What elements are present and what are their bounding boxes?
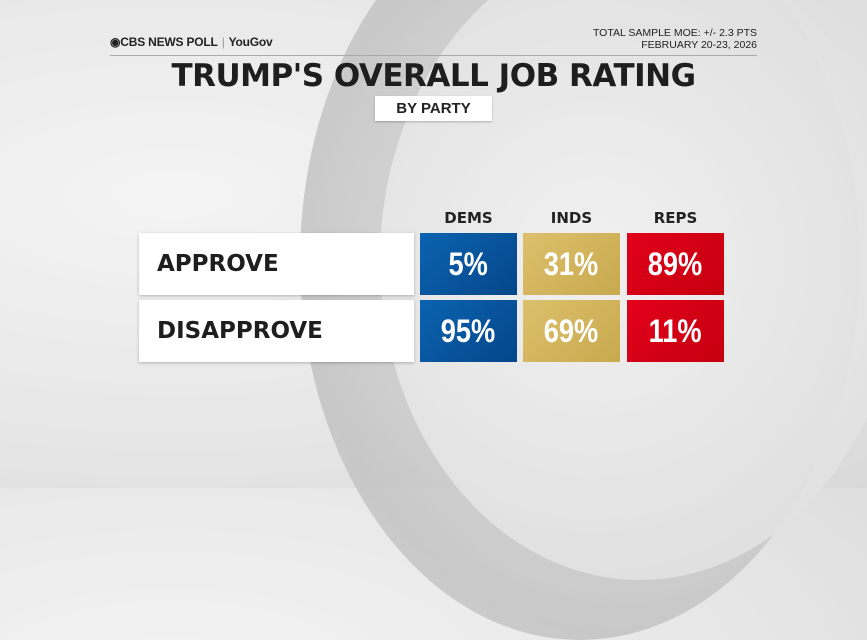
value-cell-approve-dems: 5% [420,233,517,295]
logo-partner: YouGov [228,35,273,49]
row-label-box: DISAPPROVE [139,300,414,362]
column-header-reps: REPS [653,209,698,227]
divider [110,55,757,56]
value-label: 5% [448,246,489,282]
logo-text: CBS NEWS POLL [120,35,218,49]
row-label-approve: APPROVE [157,251,279,277]
margin-of-error: TOTAL SAMPLE MOE: +/- 2.3 PTS [592,27,757,39]
row-label-disapprove: DISAPPROVE [157,318,323,344]
chart-title: TRUMP'S OVERALL JOB RATING [171,58,696,94]
value-cell-approve-reps: 89% [627,233,724,295]
poll-dates: FEBRUARY 20-23, 2026 [641,39,757,51]
value-label: 89% [648,246,703,282]
value-cell-disapprove-inds: 69% [523,300,620,362]
value-label: 31% [544,246,599,282]
poll-meta: TOTAL SAMPLE MOE: +/- 2.3 PTS FEBRUARY 2… [593,27,757,51]
row-label-box: APPROVE [139,233,414,295]
value-cell-disapprove-dems: 95% [420,300,517,362]
value-label: 69% [544,313,599,349]
value-label: 11% [649,313,702,349]
column-header-dems: DEMS [444,209,493,227]
value-cell-disapprove-reps: 11% [627,300,724,362]
value-cell-approve-inds: 31% [523,233,620,295]
column-header-inds: INDS [550,209,593,227]
value-label: 95% [441,313,496,349]
chart-subtitle: BY PARTY [375,96,492,121]
cbs-yougov-logo: ◉CBS NEWS POLL | YouGov [110,35,273,49]
